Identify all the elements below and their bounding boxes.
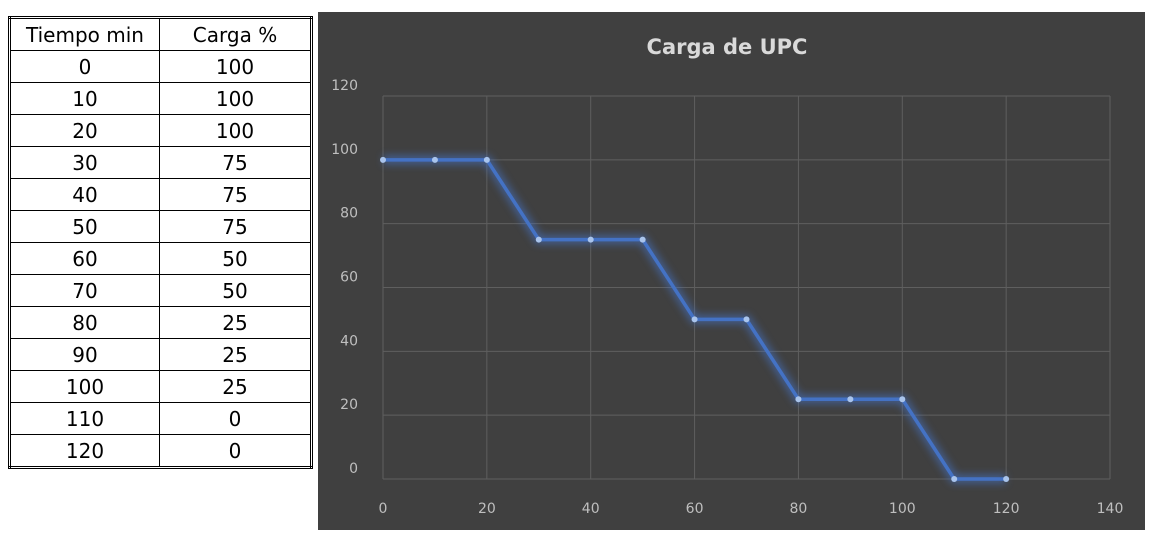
table-cell: 25 (159, 338, 312, 371)
table-cell: 100 (9, 370, 160, 403)
y-tick-label: 20 (340, 397, 358, 413)
x-tick-label: 120 (993, 501, 1020, 517)
y-tick-label: 60 (340, 270, 358, 286)
point (951, 476, 958, 482)
point (899, 396, 906, 403)
table-row: 80 25 (9, 306, 312, 339)
x-tick-label: 60 (686, 501, 704, 517)
table-row: 40 75 (9, 178, 312, 211)
table-cell: 25 (159, 370, 312, 403)
point (483, 156, 490, 163)
table-cell: 0 (9, 50, 160, 83)
point (847, 396, 854, 403)
y-tick-label: 0 (349, 461, 358, 477)
table-row: 90 25 (9, 338, 312, 371)
y-tick-label: 120 (331, 78, 358, 94)
x-tick-label: 40 (582, 501, 600, 517)
table-cell: 110 (9, 402, 160, 435)
table-cell: 75 (159, 178, 312, 211)
table-row: 120 0 (9, 434, 312, 468)
point (639, 236, 646, 243)
x-tick-label: 100 (889, 501, 916, 517)
table-cell: Carga % (159, 17, 312, 51)
table-row: 70 50 (9, 274, 312, 307)
x-tick-label: 80 (790, 501, 808, 517)
table-row: 60 50 (9, 242, 312, 275)
table-cell: 120 (9, 434, 160, 468)
chart-title: Carga de UPC (647, 35, 808, 59)
table-cell: 40 (9, 178, 160, 211)
table-row: 50 75 (9, 210, 312, 243)
point (535, 236, 542, 243)
point (380, 156, 386, 163)
y-tick-label: 100 (331, 142, 358, 158)
x-tick-label: 20 (478, 501, 496, 517)
point (743, 316, 750, 323)
table-row: 30 75 (9, 146, 312, 179)
x-tick-label: 0 (379, 501, 388, 517)
point (587, 236, 594, 243)
table-cell: 50 (159, 274, 312, 307)
y-tick-label: 80 (340, 206, 358, 222)
x-tick-label: 140 (1097, 501, 1124, 517)
point (691, 316, 698, 323)
point (1003, 476, 1010, 482)
y-tick-label: 40 (340, 333, 358, 349)
data-table: Tiempo min Carga % 0 100 10 100 20 100 30 75 40 75 5… (8, 16, 313, 469)
table-cell: 0 (159, 434, 312, 468)
table-cell: 90 (9, 338, 160, 371)
header-row: Tiempo min Carga % (9, 17, 312, 51)
table-row: 110 0 (9, 402, 312, 435)
chart-background (318, 12, 1145, 530)
point (431, 156, 438, 163)
table-cell: 75 (159, 146, 312, 179)
table-row: 100 25 (9, 370, 312, 403)
table-cell: 70 (9, 274, 160, 307)
point (795, 396, 802, 403)
table-cell: 100 (159, 82, 312, 115)
